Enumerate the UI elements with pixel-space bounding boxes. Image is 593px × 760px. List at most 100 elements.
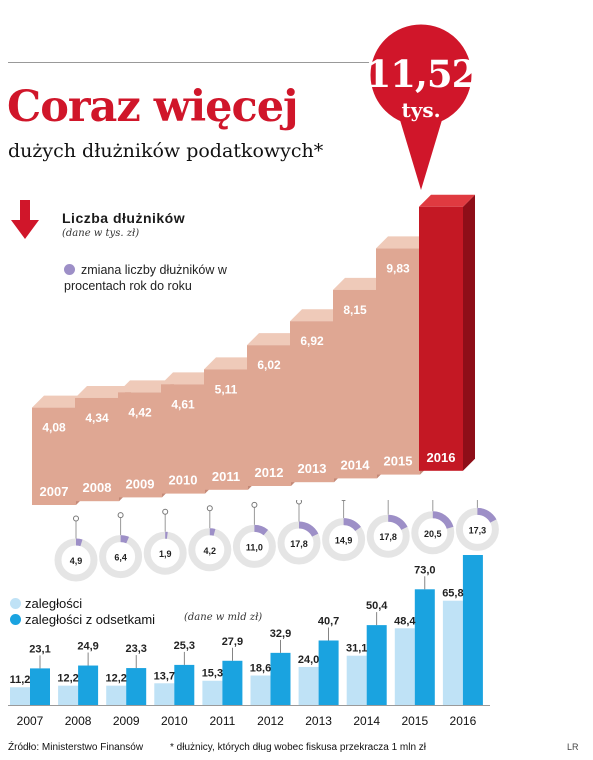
bar-arrears-interest — [222, 660, 243, 705]
bar-top — [419, 194, 475, 207]
bar-value-label: 4,08 — [42, 421, 66, 435]
x-tick-label: 2011 — [209, 714, 235, 728]
bar-year-label: 2010 — [169, 473, 198, 488]
bar-year-label: 2014 — [341, 457, 371, 472]
highlight-value: 11,52 — [365, 52, 478, 96]
bar-arrears — [106, 685, 127, 705]
ring-connector-dot — [162, 508, 169, 515]
x-tick-label: 2012 — [257, 714, 284, 728]
bar-top — [118, 380, 174, 393]
x-tick-label: 2016 — [450, 714, 477, 728]
ring-value-arc — [432, 511, 454, 530]
legend-arrears: zaległości — [10, 596, 82, 611]
bar-arrears-interest — [462, 555, 483, 705]
bar-year-label: 2009 — [126, 476, 155, 491]
bar-top — [75, 385, 131, 398]
bar-arrears-interest — [78, 665, 99, 705]
x-tick-label: 2014 — [353, 714, 380, 728]
bar-arrears-interest — [30, 668, 50, 705]
x-tick-label: 2009 — [113, 714, 140, 728]
legend-arrears-interest: zaległości z odsetkami — [10, 612, 155, 627]
bar-year-label: 2012 — [255, 465, 284, 480]
bar-arrears-interest-value-label: 23,3 — [125, 643, 146, 655]
bar-value-label: 9,83 — [386, 261, 410, 275]
bar-arrears-interest — [366, 625, 387, 705]
legend-arrears-dot-icon — [10, 598, 21, 609]
ring-connector-dot — [206, 505, 213, 512]
bar-top — [32, 395, 88, 408]
bar-arrears-value-label: 18,6 — [250, 663, 271, 675]
ring-value-arc — [120, 535, 130, 544]
bar-year-label: 2016 — [427, 450, 456, 465]
debtors-bar-chart: 4,08 2007 4,34 2008 4,42 2009 4,61 2010 5,11 2011… — [32, 194, 475, 505]
bar-value-label: 6,02 — [257, 358, 281, 372]
ring-connector-dot — [251, 501, 258, 508]
title-rule — [8, 62, 370, 63]
source-note: Źródło: Ministerstwo Finansów — [8, 742, 144, 753]
x-tick-label: 2013 — [305, 714, 332, 728]
pct-change-rings: 4,9 6,4 1,9 4,2 11,0 17,8 14,9 17,8 20,5 17,3 — [54, 500, 499, 582]
bar-arrears-value-label: 13,7 — [154, 670, 175, 682]
bar-arrears-interest — [318, 640, 339, 705]
chart2-unit: (dane w mld zł) — [184, 612, 263, 623]
bar-arrears-value-label: 12,2 — [105, 673, 126, 685]
bar-year-label: 2007 — [40, 484, 69, 499]
bar-side — [463, 194, 475, 471]
bar-arrears-interest-value-label: 27,9 — [222, 636, 243, 648]
ring-value-arc — [209, 528, 216, 536]
ring-value-arc — [343, 518, 361, 532]
bar — [75, 397, 119, 502]
bar-arrears — [202, 680, 223, 705]
ring-value-arc — [254, 524, 269, 536]
bar-arrears-interest — [270, 652, 291, 705]
bar-top — [290, 309, 346, 322]
ring-track — [99, 535, 143, 579]
bar — [376, 248, 420, 475]
down-arrow-icon — [11, 200, 39, 239]
bar-year-label: 2008 — [83, 480, 112, 495]
ring-value-label: 14,9 — [335, 536, 353, 546]
ring-value-arc — [477, 507, 497, 523]
bar-arrears-value-label: 31,1 — [346, 643, 367, 655]
bar-arrears-value-label: 24,0 — [298, 654, 319, 666]
subtitle: dużych dłużników podatkowych* — [8, 140, 324, 162]
bar-arrears-value-label: 48,4 — [394, 615, 416, 627]
bar-arrears-interest-value-label: 73,0 — [414, 564, 435, 576]
bar-value-label: 6,92 — [300, 334, 324, 348]
bar-arrears-interest-value-label: 24,9 — [77, 641, 98, 653]
bar-arrears-interest — [174, 664, 195, 705]
bar-arrears — [394, 628, 415, 705]
bar — [32, 407, 76, 505]
bar-value-label: 4,61 — [171, 397, 195, 411]
bar-arrears-interest — [414, 589, 435, 705]
ring-value-label: 17,8 — [290, 539, 308, 549]
ring-value-label: 1,9 — [159, 549, 172, 559]
ring-value-arc — [298, 521, 319, 537]
ring-value-arc — [387, 514, 408, 531]
bar-value-label: 4,42 — [128, 405, 152, 419]
bar-arrears-value-label: 15,3 — [202, 668, 223, 680]
bar-arrears-value-label: 11,2 — [10, 674, 31, 686]
ring-value-label: 6,4 — [114, 553, 127, 563]
x-tick-label: 2008 — [65, 714, 92, 728]
legend-arrears-interest-dot-icon — [10, 614, 21, 625]
bar-year-label: 2011 — [212, 469, 240, 484]
bar-year-label: 2013 — [298, 461, 327, 476]
x-tick-label: 2007 — [17, 714, 44, 728]
bar-arrears-value-label: 12,2 — [57, 673, 78, 685]
bar — [247, 345, 291, 486]
bar-top — [247, 333, 303, 346]
bar-arrears — [154, 683, 175, 705]
ring-value-arc — [75, 538, 83, 547]
bar-top — [333, 277, 389, 290]
x-tick-label: 2010 — [161, 714, 188, 728]
legend-arrears-interest-label: zaległości z odsetkami — [25, 612, 156, 627]
bar-arrears-interest — [126, 668, 147, 705]
ring-value-label: 20,5 — [424, 529, 442, 539]
footnote: * dłużnicy, których dług wobec fiskusa p… — [170, 742, 427, 753]
bar-arrears-interest-value-label: 23,1 — [29, 643, 50, 655]
ring-connector-dot — [296, 500, 302, 505]
bar-arrears — [346, 655, 367, 705]
bar-arrears-value-label: 65,8 — [442, 588, 463, 600]
bar-top — [204, 357, 260, 370]
